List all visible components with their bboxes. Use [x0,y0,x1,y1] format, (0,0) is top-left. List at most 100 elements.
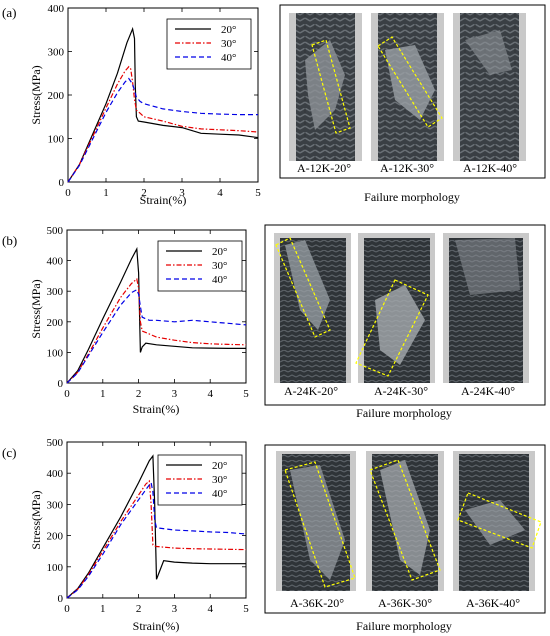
photo-label-a3: A-12K-40° [463,161,517,175]
plot-frame-b [66,229,247,384]
y-tick-label: 100 [47,347,64,359]
y-tick-label: 100 [48,134,65,146]
panel-label-b: (b) [2,233,17,248]
x-tick-label: 3 [179,187,185,199]
axis-ticks-a: 0 1 2 3 4 5 0 100 200 300 400 [48,3,262,199]
y-tick-label: 400 [47,256,64,268]
y-axis-label-c: Stress(MPa) [29,490,43,549]
legend-box-c [157,454,243,506]
x-axis-label-b: Strain(%) [133,402,180,416]
series-line-20deg [67,26,259,183]
x-tick-label: 1 [100,388,106,400]
y-tick-label: 0 [59,177,65,189]
y-tick-label: 400 [47,468,64,480]
specimen-photo-a1 [289,13,362,161]
axis-ticks-b: 0 1 2 3 4 5 0 100 200 300 400 500 [47,225,250,400]
x-tick-label: 5 [255,187,261,199]
legend-c: 20° 30° 40° [157,454,243,506]
photo-caption-c: Failure morphology [356,619,452,633]
series-group-b [66,246,247,384]
photo-label-b2: A-24K-30° [374,384,428,398]
x-tick-label: 4 [217,187,223,199]
y-axis-label-a: Stress(MPa) [29,65,43,124]
legend-label: 40° [212,274,227,286]
y-tick-label: 300 [48,47,65,59]
x-tick-label: 3 [172,388,178,400]
y-axis-label-b: Stress(MPa) [29,279,43,338]
x-tick-label: 3 [172,603,178,615]
legend-box-b [157,240,243,292]
legend-a: 20° 30° 40° [166,18,252,70]
y-tick-label: 0 [58,378,64,390]
series-line-20deg [66,454,246,599]
specimen-photo-b3 [443,233,529,383]
x-tick-label: 0 [65,187,71,199]
legend-label: 20° [221,24,236,36]
y-tick-label: 200 [47,317,64,329]
x-tick-label: 2 [136,388,142,400]
specimen-photo-b2 [355,233,435,383]
photo-label-b3: A-24K-40° [461,384,515,398]
chart-panel-a: (a) 0 1 2 3 4 5 0 100 200 300 400 Strain(%) Stress… [2,3,261,207]
x-tick-label: 1 [103,187,109,199]
x-tick-label: 4 [207,388,213,400]
x-axis-label-a: Strain(%) [140,193,187,207]
photo-caption-b: Failure morphology [356,406,452,420]
photo-label-c1: A-36K-20° [290,596,344,610]
x-tick-label: 0 [64,603,70,615]
x-axis-label-c: Strain(%) [133,619,180,633]
legend-label: 30° [212,474,227,486]
legend-label: 30° [221,38,236,50]
photo-panel-a: A-12K-20° A-12K-30° A-12K-40° Failure mo… [279,4,546,204]
plot-frame-c [66,441,247,599]
specimen-photo-c1 [276,451,356,591]
y-tick-label: 400 [48,3,65,15]
x-tick-label: 4 [207,603,213,615]
specimen-photo-a2 [371,13,444,161]
x-tick-label: 5 [243,603,249,615]
y-tick-label: 200 [48,90,65,102]
legend-label: 40° [221,52,236,64]
photo-label-c3: A-36K-40° [466,596,520,610]
y-tick-label: 0 [58,593,64,605]
y-tick-label: 500 [47,437,64,449]
x-tick-label: 2 [141,187,147,199]
panel-label-a: (a) [2,5,16,20]
specimen-photo-b1 [274,233,351,383]
photo-caption-a: Failure morphology [364,190,460,204]
chart-panel-b: (b) 0 1 2 3 4 5 0 100 200 300 400 500 Strain(%) Str… [2,225,249,416]
x-tick-label: 0 [64,388,70,400]
specimen-photo-c3 [453,451,542,591]
photo-label-b1: A-24K-20° [284,384,338,398]
axis-ticks-c: 0 1 2 3 4 5 0 100 200 300 400 500 [47,437,250,615]
series-line-40deg [67,77,258,183]
legend-label: 30° [212,260,227,272]
series-group-a [67,26,259,183]
photo-label-a2: A-12K-30° [380,161,434,175]
y-tick-label: 300 [47,499,64,511]
y-tick-label: 200 [47,531,64,543]
series-line-30deg [66,479,247,599]
photo-label-a1: A-12K-20° [297,161,351,175]
series-line-40deg [66,481,247,599]
photo-panel-b: A-24K-20° A-24K-30° A-24K-40° Failure mo… [264,224,546,420]
x-tick-label: 5 [243,388,249,400]
y-tick-label: 100 [47,562,64,574]
y-tick-label: 300 [47,286,64,298]
chart-panel-c: (c) 0 1 2 3 4 5 0 100 200 300 400 500 Strain(%) Str… [2,437,249,633]
series-group-c [66,454,247,599]
panel-label-c: (c) [2,445,16,460]
x-tick-label: 1 [100,603,106,615]
legend-label: 20° [212,246,227,258]
specimen-photo-c2 [366,451,444,591]
legend-label: 40° [212,488,227,500]
y-tick-label: 500 [47,225,64,237]
series-line-40deg [66,288,247,384]
series-line-20deg [66,246,246,384]
photo-label-c2: A-36K-30° [378,596,432,610]
specimen-photo-a3 [453,13,526,161]
series-line-30deg [66,277,247,384]
legend-box-a [166,18,252,70]
series-line-30deg [67,65,259,183]
